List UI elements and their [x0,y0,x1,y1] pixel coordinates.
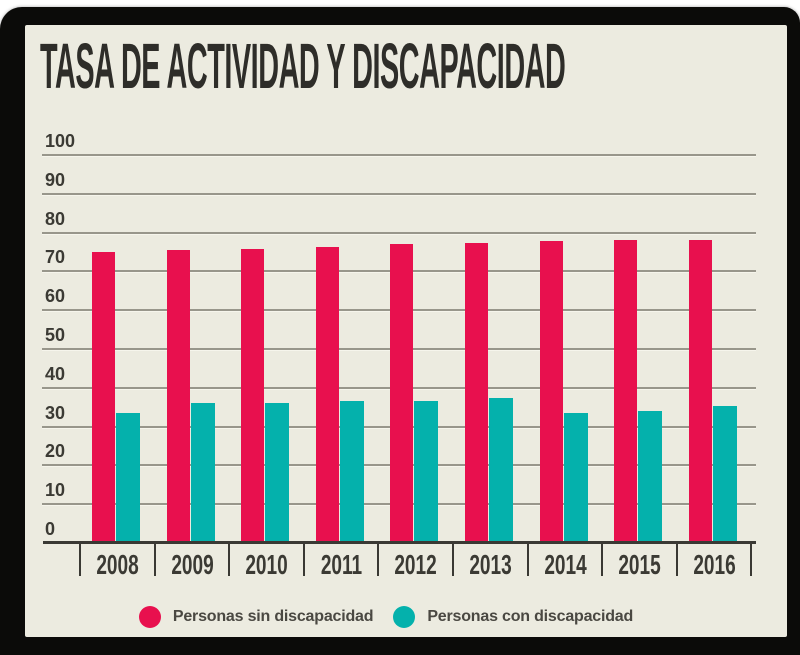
x-axis-tick-3 [303,543,305,576]
y-axis-label-90: 90 [45,169,66,190]
x-axis-tick-2 [228,543,230,576]
bar-sin-discapacidad-2015 [614,239,637,543]
bar-sin-discapacidad-2010 [241,248,264,543]
y-axis-label-60: 60 [45,286,66,307]
x-axis-label-2016: 2016 [693,549,736,580]
bar-sin-discapacidad-2012 [390,244,413,543]
gridline-80 [42,231,756,235]
y-axis-label-50: 50 [45,325,66,345]
y-axis-label-0: 0 [45,519,56,539]
bar-con-discapacidad-2015 [638,411,662,543]
legend-item-con-discapacidad: Personas con discapacidad [393,606,633,628]
bar-con-discapacidad-2012 [414,400,438,543]
bar-con-discapacidad-2016 [713,406,737,543]
x-axis-label-2012: 2012 [394,549,437,580]
gridline-90 [42,192,756,196]
x-axis-label-2009: 2009 [171,549,214,580]
legend: Personas sin discapacidad Personas con d… [6,598,766,636]
legend-label-con-discapacidad: Personas con discapacidad [427,608,634,625]
x-axis-label-2013: 2013 [469,549,512,580]
bar-con-discapacidad-2009 [191,402,215,543]
bar-sin-discapacidad-2009 [167,250,190,543]
legend-marker-sin-discapacidad [138,606,161,628]
chart-title: TASA DE ACTIVIDAD Y DISCAPACIDAD [40,30,566,102]
y-axis-label-70: 70 [45,247,66,268]
bar-sin-discapacidad-2008 [92,252,115,543]
x-axis-tick-7 [601,543,603,576]
x-axis-label-2011: 2011 [320,549,363,580]
x-axis-label-2014: 2014 [544,549,587,580]
legend-label-sin-discapacidad: Personas sin discapacidad [172,608,374,625]
bar-con-discapacidad-2010 [265,403,289,543]
x-axis-tick-8 [676,543,678,576]
x-axis-tick-5 [452,543,454,576]
y-axis-label-20: 20 [45,441,66,462]
y-axis-label-100: 100 [45,131,76,151]
x-axis-label-2010: 2010 [245,549,288,580]
legend-marker-con-discapacidad [393,606,416,628]
bar-sin-discapacidad-2013 [465,243,488,543]
bar-sin-discapacidad-2014 [540,241,563,543]
bar-sin-discapacidad-2016 [689,239,712,543]
x-axis-tick-6 [527,543,529,576]
x-axis-tick-1 [154,543,156,576]
bar-con-discapacidad-2008 [116,413,140,543]
x-axis-line [43,541,756,544]
x-axis-tick-9 [750,543,752,576]
bar-sin-discapacidad-2011 [316,246,339,543]
x-axis-tick-0 [79,543,81,576]
bar-con-discapacidad-2014 [564,412,588,543]
bar-con-discapacidad-2013 [489,397,513,543]
x-axis-label-2008: 2008 [96,549,139,580]
gridline-100 [42,154,756,157]
y-axis-label-40: 40 [45,363,66,384]
x-axis-tick-4 [377,543,379,576]
bar-con-discapacidad-2011 [340,400,364,543]
x-axis-label-2015: 2015 [618,549,661,580]
y-axis-label-80: 80 [45,208,66,229]
legend-item-sin-discapacidad: Personas sin discapacidad [138,606,374,628]
y-axis-label-10: 10 [45,480,66,501]
y-axis-label-30: 30 [45,402,66,423]
